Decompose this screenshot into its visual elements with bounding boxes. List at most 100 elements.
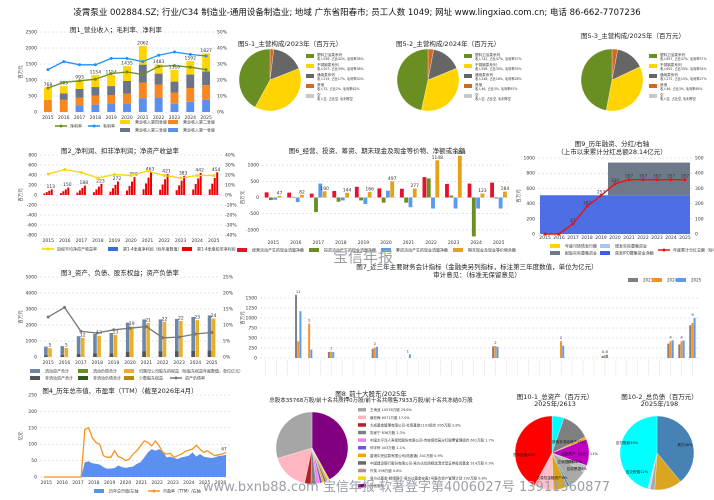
x-tick-label: 2024 [191,238,203,244]
noncurrent-asset-bar [76,353,81,357]
chart-svg: 0 500 1000 1500 2000 2500 0% 10% 20% 30% 40% 50% 百万元… [18,30,228,133]
y-tick-label: 1250 [246,306,258,312]
y2-tick-label: 10% [217,94,228,100]
x-tick-label: 2016 [59,238,71,244]
noncurrent-asset-bar [207,350,212,357]
legend-label: 王海波 10578万股 29.6% [370,407,413,412]
legend-swatch [358,461,366,465]
line-point [46,315,50,319]
bar-segment [107,75,116,87]
legend-label: 空 [475,92,479,97]
bar-segment [75,97,84,106]
y-tick-label: 1000 [524,156,536,162]
x-tick-label: 2024 [665,235,677,241]
chart-title: 图5-3_主营构成/2025年（百万元） [580,32,686,40]
y-tick-label: 0 [256,195,259,201]
legend-swatch [124,376,134,380]
y-tick-label: 2500 [26,30,38,36]
bar [678,344,681,358]
line-point [46,68,50,72]
line-point [179,176,183,180]
bar-segment [59,86,68,94]
legend-swatch [628,278,638,282]
bar-label: 12 [80,332,86,338]
legend-label: 加权平均净资产收益率 [57,246,97,252]
bar-segment [154,73,163,85]
x-tick-label: 2015 [42,360,54,366]
bar-segment [154,64,163,74]
pie-slice [311,411,349,480]
legend-label: 中国建设银行股份有限公司-易方达优质精选混合型证券投资基金 314万股 0.9% [370,460,495,465]
line-point [204,54,208,58]
line-point [599,194,603,198]
bar [669,341,672,358]
noncurrent-asset-bar [175,351,179,357]
bar-segment [75,88,84,98]
chart-subtitle: 总股本35768万股/前十名共质押0万股/前十名共限售7933万股/前十名共冻结… [269,398,473,404]
x-tick-label: 2021 [137,115,149,121]
x-tick-label: 2021 [623,235,635,241]
bar-label: 150 [63,182,72,188]
pie-slice [396,48,429,111]
bar [476,197,481,209]
bar [560,341,563,358]
bar-segment [170,69,179,82]
y-tick-label: 4000 [26,291,38,297]
y-tick-label: 200 [28,183,37,189]
x-tick-label: 2018 [90,115,102,121]
legend-label: 通用泵系列 [317,72,335,77]
x-tick-label: 2025 [199,480,211,486]
legend-label: 通用泵系列 [475,72,493,77]
bar [422,177,427,198]
bar-segment [91,104,100,112]
legend-label: 2024 [667,278,678,283]
bar [145,183,148,195]
last-value-label: 67 [221,446,227,451]
asset-bar [125,322,130,357]
y-tick-label: 1500 [26,62,38,68]
legend-swatch [358,415,366,420]
legend-swatch [306,64,314,68]
legend-label: 毛利率 [103,123,115,129]
bar [76,192,79,195]
bar [480,193,485,198]
legend-detail: 收入空, 占比空, 毛利率空 [660,96,696,101]
legend-detail: 收入32, 占比2%, 毛利率62% [317,86,360,91]
legend-marker [46,247,50,251]
pie-slice [254,68,302,112]
bar [178,185,181,195]
bar [194,183,197,195]
pie-main-business-2024: 图5-2_主营构成/2024年（百万元） 塑料卫浴泵系列 收入742, 占比47%… [390,22,550,140]
bar-label: 82 [299,189,305,195]
bar [445,183,449,198]
equity-bar [113,334,118,357]
market-cap-area [44,449,226,477]
slice-label: 存货11% [566,459,582,464]
bar [287,192,292,198]
chart-svg: 0 1000 2000 3000 4000 5000 0% 5% 10% 15% 20% 25% 百万元… [18,275,243,381]
legend-swatch [464,74,472,78]
bar [128,186,131,195]
asset-bar [207,315,212,357]
point-label: 67 [570,218,576,223]
bar-label: 188 [80,180,89,186]
line-point [141,72,145,76]
line-point [195,174,199,177]
y2-tick-label: 30% [225,163,236,169]
chart-svg: 0 200 400 600 800 1000 0 100 200 300 400 500 百万元 2015… [516,156,714,256]
y-tick-label: 2000 [26,46,38,52]
y2-tick-label: 50% [217,30,228,36]
legend-swatch [453,248,463,252]
line-point [157,64,161,68]
asset-bar [158,319,163,357]
x-tick-label: 2017 [76,238,88,244]
x-tick-label: 2017 [72,480,84,486]
page-header: 凌霄泵业 002884.SZ; 行业/C34 制造业-通用设备制造业; 地域 广… [73,8,641,18]
legend-marker [92,124,96,128]
x-tick-label: 2025 [200,115,212,121]
line-point [109,72,113,76]
bar-segment [202,99,211,112]
x-tick-label: 2019 [105,115,117,121]
legend-label: 张家宁 836万股 2.3% [370,430,406,435]
legend-detail: 收入空, 占比空, 毛利率空 [475,96,511,101]
